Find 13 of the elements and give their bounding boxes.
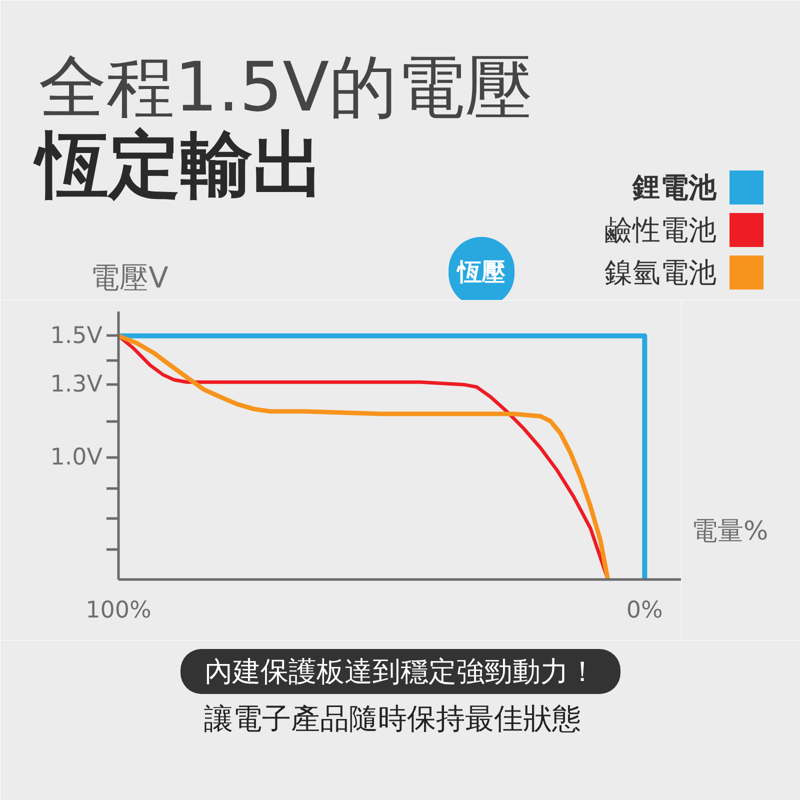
y-tick-label: 1.0V: [50, 444, 103, 471]
x-tick-label: 0%: [626, 598, 663, 624]
x-tick-label: 100%: [86, 598, 152, 624]
y-tick-label: 1.3V: [50, 372, 103, 398]
legend-label: 鋰電池: [632, 171, 718, 204]
text: 讓電子產品隨時保持最佳狀態: [204, 702, 581, 736]
text: 內建保護板達到穩定強勁動力！: [204, 655, 596, 688]
annotation: 恆壓: [456, 258, 507, 286]
x-axis-title: 電量%: [692, 516, 768, 546]
legend-label: 鹼性電池: [604, 214, 716, 246]
y-axis-title: 電壓V: [90, 260, 168, 294]
y-tick-label: 1.5V: [50, 322, 103, 349]
legend-label: 鎳氫電池: [604, 256, 716, 289]
